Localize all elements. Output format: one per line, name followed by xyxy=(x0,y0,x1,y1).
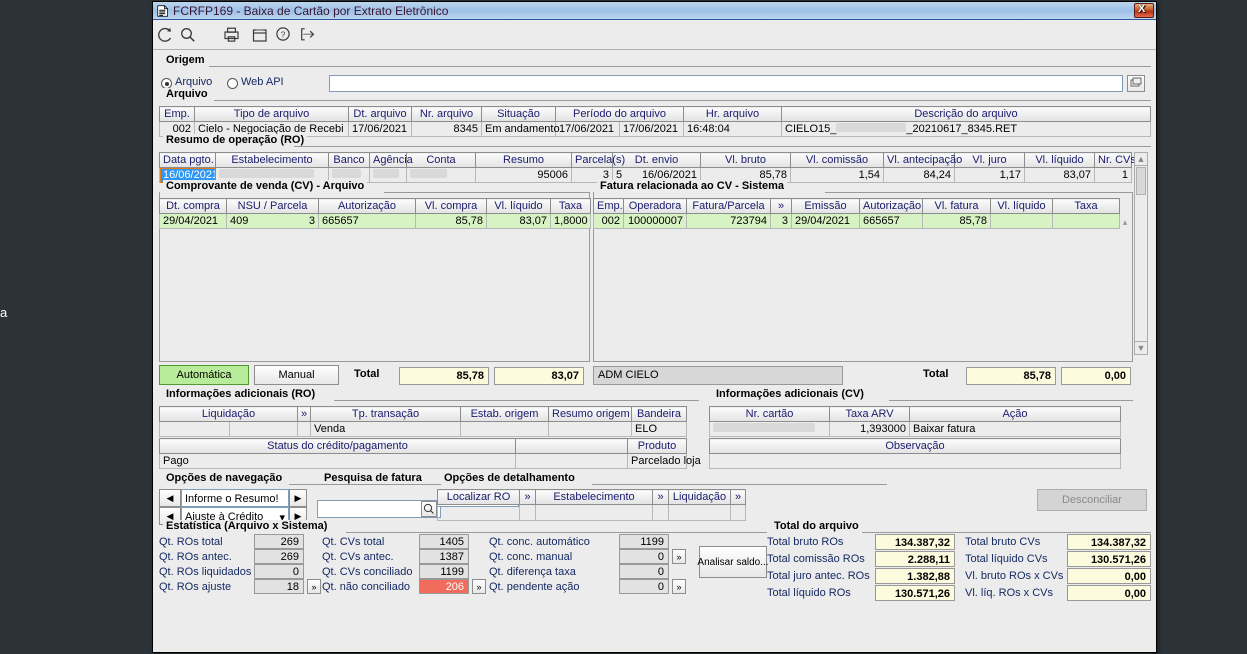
svg-text:?: ? xyxy=(281,31,286,40)
